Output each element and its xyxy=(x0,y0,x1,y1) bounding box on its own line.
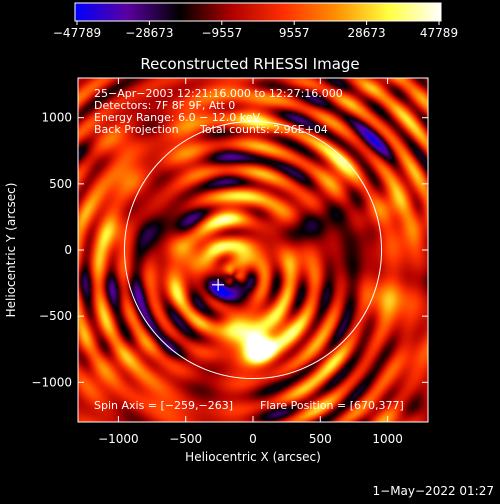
colorbar-tick-label: 47789 xyxy=(420,26,458,40)
plot-area: −1000 −500 0 500 1000 −1000 −500 0 500 1000 xyxy=(31,77,429,446)
colorbar-tick-label: 9557 xyxy=(279,26,310,40)
y-tick-label: 500 xyxy=(49,177,72,191)
x-tick-label: 1000 xyxy=(372,432,403,446)
chart-title: Reconstructed RHESSI Image xyxy=(140,55,359,73)
colorbar-tick-label: −28673 xyxy=(125,26,173,40)
colorbar xyxy=(74,2,442,22)
x-tick-label: 0 xyxy=(249,432,257,446)
annotation-time-range: 25−Apr−2003 12:21:16.000 to 12:27:16.000 xyxy=(94,87,343,100)
y-tick-label: −500 xyxy=(39,309,72,323)
annotation-energy-range: Energy Range: 6.0 − 12.0 keV xyxy=(94,111,261,124)
annotation-flare-position: Flare Position = [670,377] xyxy=(260,399,404,412)
y-tick-label: 1000 xyxy=(41,111,72,125)
spin-axis-marker xyxy=(212,278,225,291)
colorbar-ticks: −47789 −28673 −9557 9557 28673 47789 xyxy=(53,21,458,40)
y-axis-label: Heliocentric Y (arcsec) xyxy=(4,183,18,318)
annotation-method: Back Projection xyxy=(94,123,179,136)
solar-limb-circle xyxy=(123,120,383,380)
y-tick-label: 0 xyxy=(64,243,72,257)
annotation-spin-axis: Spin Axis = [−259,−263] xyxy=(94,399,233,412)
footer-timestamp: 1−May−2022 01:27 xyxy=(373,484,495,498)
x-tick-label: 500 xyxy=(309,432,332,446)
x-tick-label: −1000 xyxy=(98,432,139,446)
x-axis-ticks: −1000 −500 0 500 1000 xyxy=(98,78,403,446)
y-axis-ticks: −1000 −500 0 500 1000 xyxy=(31,111,428,389)
x-axis-label: Heliocentric X (arcsec) xyxy=(185,450,321,464)
y-tick-label: −1000 xyxy=(31,375,72,389)
annotation-total-counts: Total counts: 2.96E+04 xyxy=(199,123,328,136)
colorbar-tick-label: −9557 xyxy=(202,26,243,40)
annotation-detectors: Detectors: 7F 8F 9F, Att 0 xyxy=(94,99,235,112)
colorbar-tick-label: −47789 xyxy=(53,26,101,40)
heatmap-image xyxy=(78,78,428,422)
colorbar-tick-label: 28673 xyxy=(348,26,386,40)
x-tick-label: −500 xyxy=(169,432,202,446)
